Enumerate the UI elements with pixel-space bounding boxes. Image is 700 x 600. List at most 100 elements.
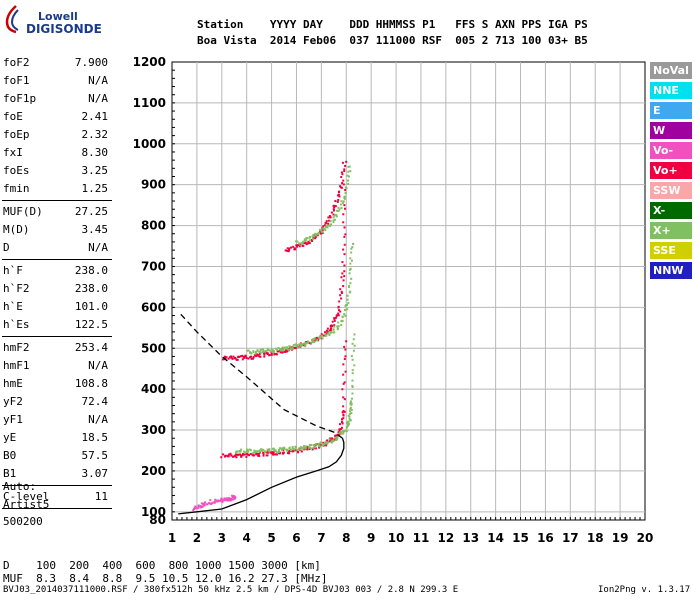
- echo-point-x-: [302, 342, 305, 345]
- echo-point-vo-: [270, 351, 273, 354]
- echo-point-x-: [314, 446, 317, 449]
- echo-point-vo-: [343, 204, 346, 207]
- echo-point-x-: [246, 448, 249, 451]
- param-row: MUF(D) 27.25: [0, 203, 166, 221]
- echo-point-vo-: [343, 235, 346, 238]
- echo-point-x-: [353, 344, 356, 347]
- echo-point-vo-: [340, 297, 343, 300]
- param-row: h`E 101.0: [0, 298, 166, 316]
- echo-point-vo-: [338, 428, 341, 431]
- echo-point-vo-: [343, 264, 346, 267]
- echo-point-x-: [349, 290, 352, 293]
- echo-point-x-: [346, 308, 349, 311]
- echo-point-vo-: [229, 452, 232, 455]
- echo-point-x-: [327, 332, 330, 335]
- echo-point-vo-: [340, 186, 343, 189]
- echo-point-vo-: [306, 242, 309, 245]
- param-group-muf: MUF(D) 27.25 M(D) 3.45 D N/A: [0, 203, 166, 257]
- echo-point-vo-: [343, 170, 346, 173]
- echo-point-x-: [335, 213, 338, 216]
- logo-mark-icon: [5, 5, 19, 34]
- param-key: D: [3, 241, 10, 254]
- echo-point-vo-: [238, 355, 241, 358]
- echo-point-x-: [349, 262, 352, 265]
- echo-point-x-: [350, 402, 353, 405]
- x-tick-label: 17: [562, 531, 579, 545]
- echo-point-x-: [312, 233, 315, 236]
- echo-point-x-: [350, 403, 353, 406]
- echo-point-vo-: [328, 329, 331, 332]
- param-key: foF1p: [3, 92, 37, 105]
- plot-grid: [171, 61, 646, 521]
- echo-point-x-: [289, 345, 292, 348]
- echo-point-x-: [335, 215, 338, 218]
- echo-point-x-: [350, 397, 353, 400]
- echo-point-x-: [320, 230, 323, 233]
- echo-point-vo-: [310, 239, 313, 242]
- echo-point-x-: [351, 358, 354, 361]
- echo-point-vo-: [197, 504, 200, 507]
- echo-point-x-: [332, 328, 335, 331]
- echo-point-vo-: [214, 498, 217, 501]
- echo-point-x-: [297, 343, 300, 346]
- echo-point-x-: [296, 346, 299, 349]
- param-key: M(D): [3, 223, 30, 236]
- echo-point-vo-: [234, 356, 237, 359]
- echo-point-vo-: [268, 354, 271, 357]
- echo-point-vo-: [257, 452, 260, 455]
- echo-point-x-: [337, 325, 340, 328]
- echo-point-x-: [312, 446, 315, 449]
- echo-point-x-: [320, 334, 323, 337]
- echo-point-vo-: [343, 168, 346, 171]
- echo-point-vo-: [270, 452, 273, 455]
- echo-point-vo-: [339, 185, 342, 188]
- echo-point-x-: [341, 202, 344, 205]
- echo-point-vo-: [262, 453, 265, 456]
- echo-point-x-: [285, 448, 288, 451]
- param-value: 18.5: [81, 431, 109, 444]
- echo-point-x-: [266, 448, 269, 451]
- param-row: yF1 N/A: [0, 411, 166, 429]
- echo-point-x-: [349, 282, 352, 285]
- echo-point-vo-: [251, 357, 254, 360]
- echo-point-vo-: [243, 453, 246, 456]
- echo-point-x-: [256, 450, 259, 453]
- echo-point-x-: [264, 350, 267, 353]
- echo-point-vo-: [342, 417, 345, 420]
- echo-point-x-: [349, 257, 352, 260]
- echo-point-x-: [310, 339, 313, 342]
- echo-point-x-: [351, 342, 354, 345]
- echo-point-vo-: [288, 247, 291, 250]
- param-key: hmE: [3, 377, 23, 390]
- echo-point-x-: [323, 227, 326, 230]
- echo-point-x-: [259, 351, 262, 354]
- echo-point-vo-: [326, 330, 329, 333]
- echo-point-vo-: [233, 495, 236, 498]
- param-value: 1.25: [81, 182, 109, 195]
- param-row: fxI 8.30: [0, 144, 166, 162]
- echo-point-vo-: [294, 247, 297, 250]
- echo-point-x-: [349, 407, 352, 410]
- echo-point-vo-: [220, 497, 223, 500]
- echo-point-x-: [350, 247, 353, 250]
- echo-point-x-: [352, 338, 355, 341]
- echo-point-vo-: [216, 500, 219, 503]
- echo-point-vo-: [222, 453, 225, 456]
- y-tick-label: 80: [149, 513, 166, 527]
- echo-point-x-: [255, 450, 258, 453]
- param-key: fxI: [3, 146, 23, 159]
- echo-point-x-: [347, 414, 350, 417]
- echo-point-vo-: [343, 226, 346, 229]
- echo-point-vo-: [197, 506, 200, 509]
- echo-point-x-: [314, 232, 317, 235]
- echo-point-vo-: [231, 357, 234, 360]
- echo-point-vo-: [212, 501, 215, 504]
- echo-point-x-: [281, 346, 284, 349]
- echo-point-x-: [338, 432, 341, 435]
- echo-point-vo-: [340, 171, 343, 174]
- param-row: hmF2 253.4: [0, 339, 166, 357]
- echo-point-vo-: [338, 430, 341, 433]
- echo-point-vo-: [236, 358, 239, 361]
- echo-point-x-: [333, 214, 336, 217]
- echo-point-vo-: [302, 244, 305, 247]
